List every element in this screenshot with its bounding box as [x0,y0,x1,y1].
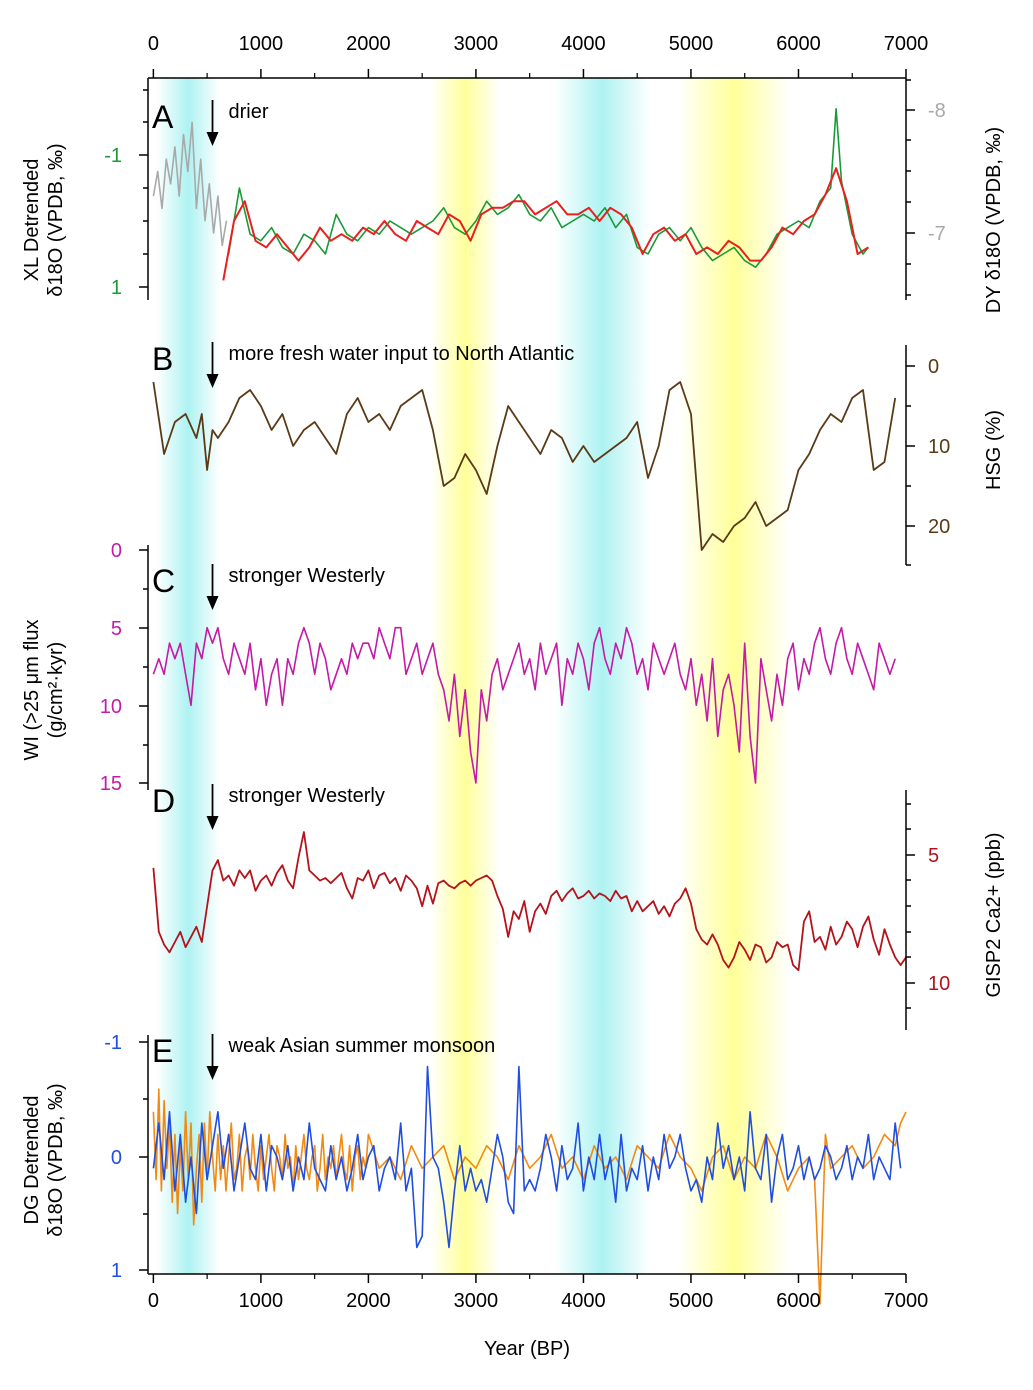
dg-orange-series-line [152,1088,907,1305]
x-tick-label: 6000 [776,1290,821,1312]
left-tick-label: -1 [104,145,122,167]
panel-annotation: stronger Westerly [229,785,385,807]
shaded-interval-yellow [430,78,500,1274]
wi-axis-title: WI (>25 μm flux [21,620,43,761]
gisp2-series-line [152,831,907,972]
shaded-interval-cyan [554,78,651,1274]
x-tick-label: 5000 [669,1290,714,1312]
shaded-intervals [156,78,790,1274]
x-tick-label: 4000 [561,33,606,55]
left-tick-label: 0 [111,540,122,562]
left-tick-label: 1 [111,277,122,299]
right-tick-label: 20 [928,516,950,538]
labels: Year (BP) A drier B more fresh water input t… [21,99,1005,1360]
x-tick-label: 2000 [346,33,391,55]
left-tick-label: 10 [100,696,122,718]
x-tick-label: 3000 [454,33,499,55]
panel-annotation: stronger Westerly [229,565,385,587]
right-tick-label: 10 [928,436,950,458]
x-tick-label: 5000 [669,33,714,55]
right-tick-label: 10 [928,973,950,995]
panel-letter-b: B [152,341,173,377]
right-tick-label: -8 [928,100,946,122]
x-tick-label: 2000 [346,1290,391,1312]
dy-series-line [152,121,228,247]
right-tick-label: 5 [928,845,939,867]
x-axis-title: Year (BP) [484,1338,570,1360]
event-arrow-head [206,374,219,388]
wi-series-line [152,626,896,784]
x-tick-label: 7000 [884,33,929,55]
xl-series-line [227,108,870,268]
hsg-series-line [152,381,897,551]
xl-axis-title: δ18O (VPDB, ‰) [45,143,67,296]
x-tick-label: 0 [148,33,159,55]
x-tick-label: 0 [148,1290,159,1312]
dy-axis-title: DY δ18O (VPDB, ‰) [983,127,1005,313]
gisp2-axis-title: GISP2 Ca2+ (ppb) [983,832,1005,997]
event-arrow-head [206,816,219,830]
x-tick-label: 6000 [776,33,821,55]
panel-letter-d: D [152,783,175,819]
shaded-interval-cyan [156,78,221,1274]
xl-smoothed-line [222,167,869,281]
xl-axis-title: XL Detrended [21,159,43,282]
x-tick-label: 3000 [454,1290,499,1312]
panel-annotation: weak Asian summer monsoon [228,1035,496,1057]
x-tick-label: 4000 [561,1290,606,1312]
panel-letter-c: C [152,563,175,599]
event-arrow-head [206,132,219,146]
x-tick-label: 1000 [239,1290,284,1312]
dg-axis-title: δ18O (VPDB, ‰) [45,1083,67,1236]
panel-annotation: drier [229,101,269,123]
plot-area [152,108,907,1305]
left-tick-label: -1 [104,1032,122,1054]
hsg-axis-title: HSG (%) [983,410,1005,490]
left-tick-label: 1 [111,1260,122,1282]
right-tick-label: -7 [928,223,946,245]
right-tick-label: 0 [928,356,939,378]
axes: 0010001000200020003000300040004000500050… [100,33,951,1312]
dg-blue-series-line [152,1065,902,1249]
event-arrow-head [206,1066,219,1080]
left-tick-label: 15 [100,773,122,795]
event-arrow-head [206,596,219,610]
wi-axis-title: (g/cm²·kyr) [45,642,67,739]
x-tick-label: 1000 [239,33,284,55]
dg-axis-title: DG Detrended [21,1096,43,1225]
panel-letter-e: E [152,1033,173,1069]
left-tick-label: 5 [111,618,122,640]
shaded-interval-yellow [678,78,790,1274]
x-tick-label: 7000 [884,1290,929,1312]
panel-annotation: more fresh water input to North Atlantic [229,343,575,365]
panel-letter-a: A [152,99,174,135]
left-tick-label: 0 [111,1147,122,1169]
